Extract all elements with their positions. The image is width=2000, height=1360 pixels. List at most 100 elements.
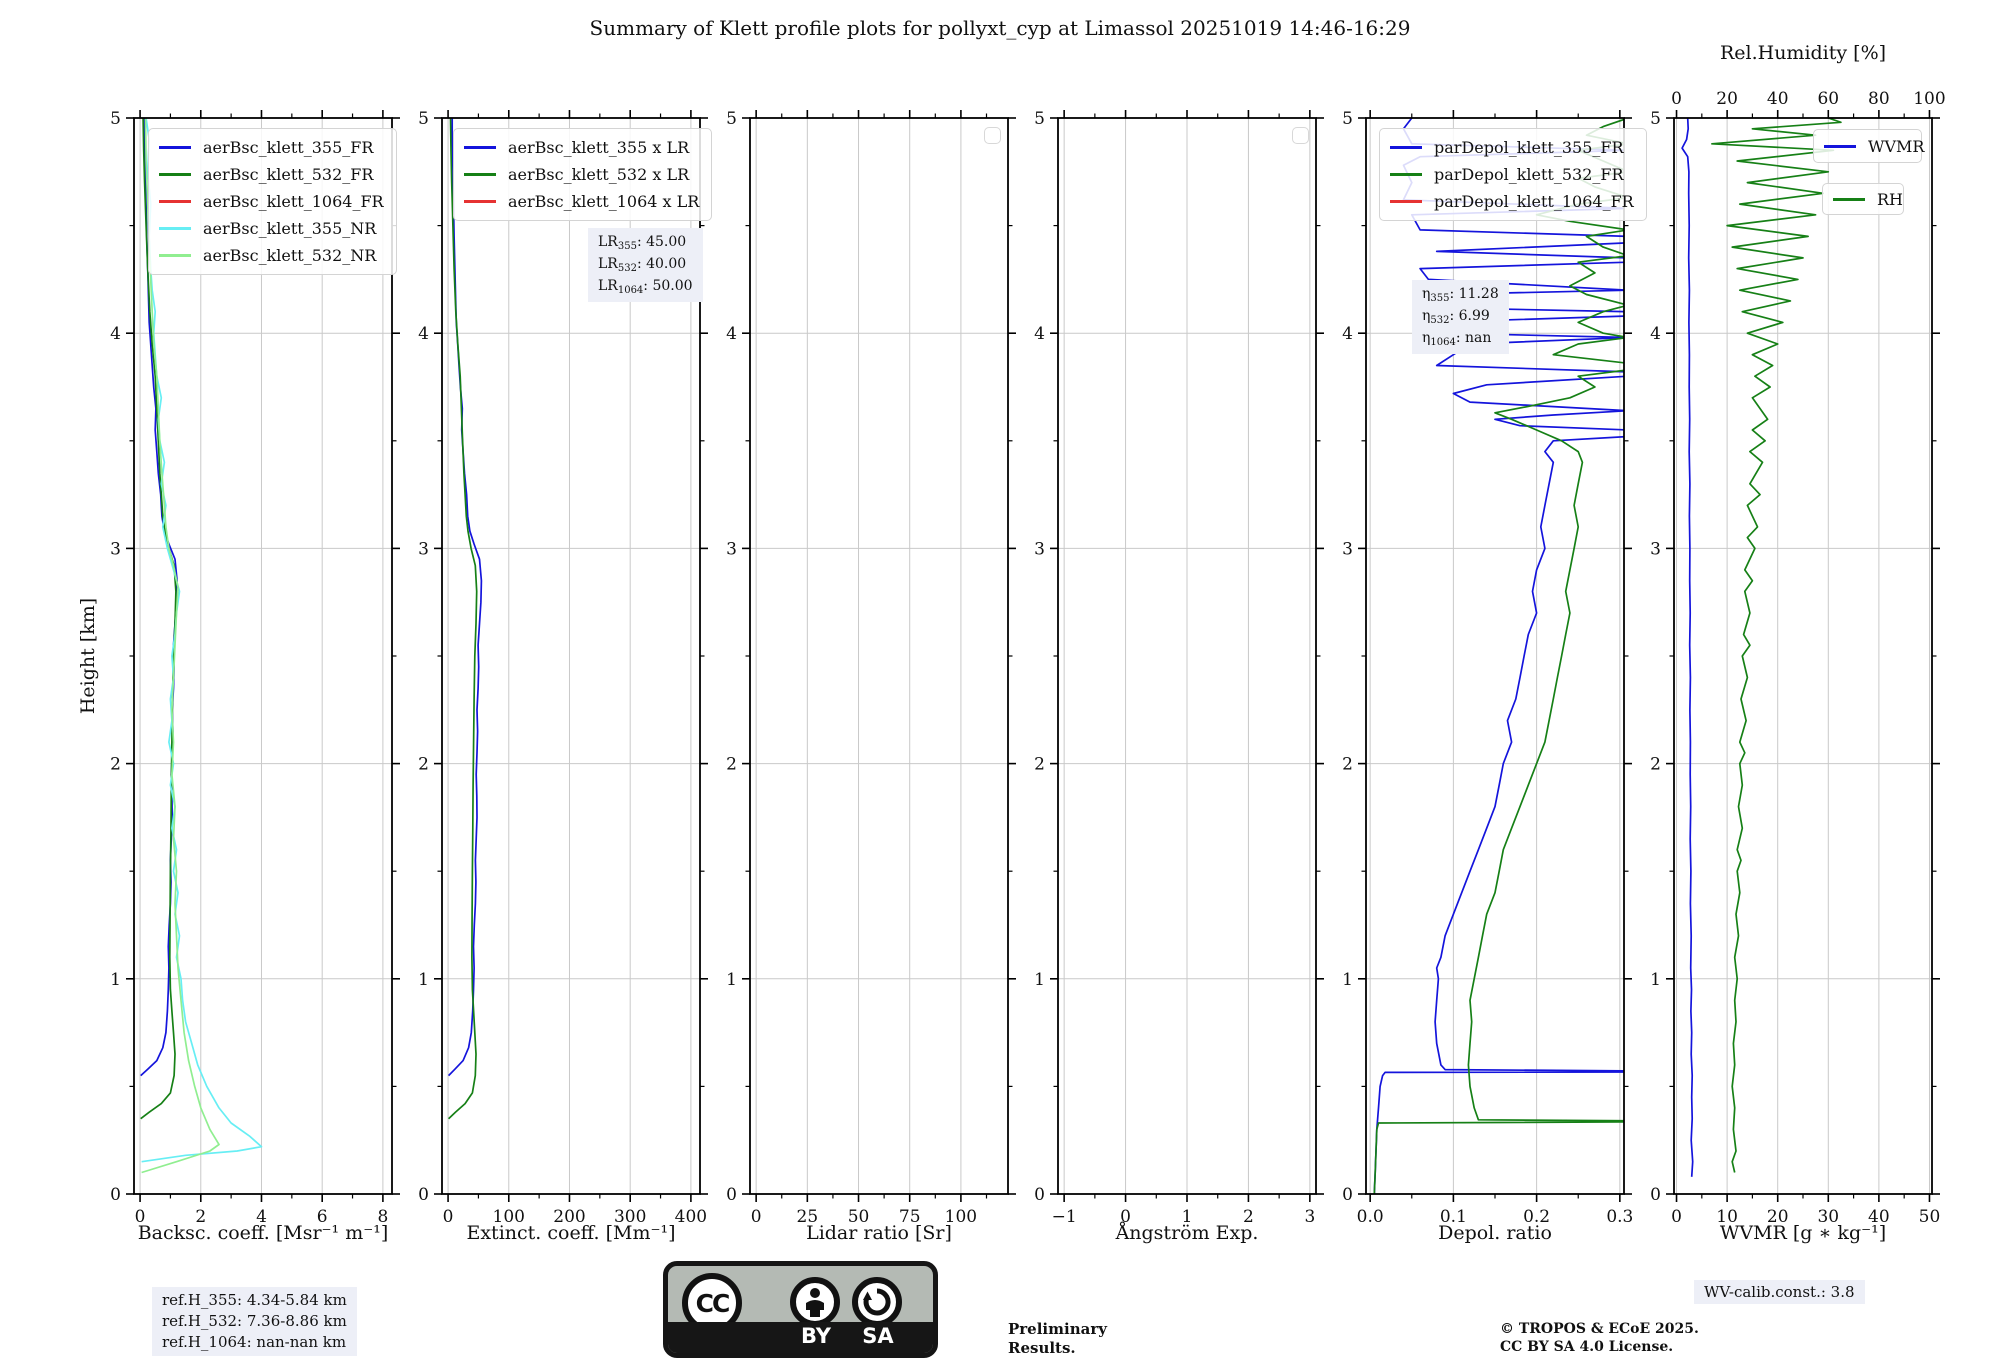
legend-label: aerBsc_klett_1064 x LR <box>508 192 700 211</box>
top-axis-label: Rel.Humidity [%] <box>1719 42 1887 64</box>
preliminary-results-note: Preliminary Results. <box>1008 1320 1107 1357</box>
lr-line: LR532: 40.00 <box>598 256 687 274</box>
y-tick-label: 4 <box>1034 324 1045 344</box>
y-tick-label: 3 <box>726 539 737 559</box>
legend-label: aerBsc_klett_355 x LR <box>508 138 690 157</box>
attribution-person-icon <box>790 1277 840 1327</box>
x-tick-label: 75 <box>899 1207 921 1227</box>
y-tick-label: 4 <box>726 324 737 344</box>
legend-angstrom-empty <box>1292 127 1309 144</box>
legend-item: aerBsc_klett_532_FR <box>159 161 384 188</box>
x-tick-label: 0 <box>1671 1207 1682 1227</box>
y-tick-label: 3 <box>418 539 429 559</box>
legend-rh: RH <box>1822 183 1904 215</box>
y-tick-label: 2 <box>1342 755 1353 775</box>
line-swatch <box>1824 144 1856 148</box>
y-tick-label: 5 <box>1650 109 1661 129</box>
legend-item: aerBsc_klett_355_NR <box>159 215 384 242</box>
x-tick-label: 20 <box>1767 1207 1789 1227</box>
top-tick-label: 20 <box>1716 89 1738 109</box>
y-tick-label: 5 <box>110 109 121 129</box>
page-title: Summary of Klett profile plots for polly… <box>589 16 1411 40</box>
x-tick-label: 0 <box>443 1207 454 1227</box>
eta-annotation: η355: 11.28 η532: 6.99 η1064: nan <box>1412 280 1509 354</box>
y-tick-label: 4 <box>110 324 121 344</box>
panel-4: 0.0 0.1 0.2 0.3 0 1 2 3 4 5 <box>1342 109 1633 1227</box>
copyright-line: CC BY SA 4.0 License. <box>1500 1339 1674 1356</box>
refh-line: ref.H_355: 4.34-5.84 km <box>162 1291 347 1309</box>
legend-item: WVMR <box>1824 135 1924 157</box>
y-tick-label: 0 <box>1034 1185 1045 1205</box>
legend-wvmr: WVMR <box>1813 129 1924 163</box>
x-tick-label: 6 <box>317 1207 328 1227</box>
refh-line: ref.H_1064: nan-nan km <box>162 1333 347 1351</box>
x-axis-label-wvmr: WVMR [g ∗ kg⁻¹] <box>1719 1222 1887 1244</box>
y-axis-label: Height [km] <box>77 597 100 715</box>
y-tick-label: 0 <box>110 1185 121 1205</box>
x-tick-label: 50 <box>848 1207 870 1227</box>
y-tick-label: 5 <box>726 109 737 129</box>
y-tick-label: 3 <box>1342 539 1353 559</box>
y-tick-label: 4 <box>418 324 429 344</box>
legend-extinct: aerBsc_klett_355 x LR aerBsc_klett_532 x… <box>453 128 713 221</box>
y-tick-label: 3 <box>1650 539 1661 559</box>
line-swatch <box>159 200 191 203</box>
share-alike-arrow-icon <box>852 1277 902 1327</box>
top-tick-label: 40 <box>1767 89 1789 109</box>
x-tick-label: 4 <box>256 1207 267 1227</box>
legend-label: aerBsc_klett_532_FR <box>203 165 374 184</box>
x-tick-label: 1 <box>1182 1207 1193 1227</box>
x-tick-label: 3 <box>1304 1207 1315 1227</box>
line-swatch <box>159 146 191 149</box>
legend-item: aerBsc_klett_532 x LR <box>464 161 699 188</box>
x-axis-label-extinct: Extinct. coeff. [Mm⁻¹] <box>466 1222 676 1244</box>
top-tick-label: 60 <box>1817 89 1839 109</box>
x-tick-label: 25 <box>797 1207 819 1227</box>
copyright-line: © TROPOS & ECoE 2025. <box>1500 1321 1699 1337</box>
panel-1: 0 100 200 300 400 0 1 2 3 4 5 <box>418 109 708 1227</box>
x-tick-label: 100 <box>493 1207 525 1227</box>
legend-item: aerBsc_klett_355 x LR <box>464 134 699 161</box>
eta-line: η355: 11.28 <box>1422 286 1499 304</box>
legend-label: RH <box>1877 189 1903 209</box>
series-aerBsc_klett_532 x LR <box>448 118 478 1120</box>
y-tick-label: 3 <box>110 539 121 559</box>
y-tick-label: 2 <box>1034 755 1045 775</box>
axes-frame <box>1673 117 1933 1195</box>
line-swatch <box>159 227 191 230</box>
line-swatch <box>159 173 191 176</box>
y-tick-label: 1 <box>1034 970 1045 990</box>
x-tick-label: 0.1 <box>1440 1207 1467 1227</box>
x-tick-label: −1 <box>1052 1207 1077 1227</box>
cc-letters: CC <box>695 1288 731 1318</box>
x-tick-label: 100 <box>945 1207 977 1227</box>
x-tick-label: 40 <box>1868 1207 1890 1227</box>
y-tick-label: 5 <box>418 109 429 129</box>
x-tick-label: 0.0 <box>1357 1207 1384 1227</box>
legend-label: parDepol_klett_1064_FR <box>1434 192 1634 211</box>
legend-item: aerBsc_klett_532_NR <box>159 242 384 269</box>
x-axis-label-backsc: Backsc. coeff. [Msr⁻¹ m⁻¹] <box>137 1222 389 1244</box>
x-axis-label-depol: Depol. ratio <box>1438 1222 1552 1244</box>
y-tick-label: 5 <box>1342 109 1353 129</box>
y-tick-label: 5 <box>1034 109 1045 129</box>
eta-line: η532: 6.99 <box>1422 308 1490 326</box>
y-tick-label: 3 <box>1034 539 1045 559</box>
x-tick-label: 0 <box>1120 1207 1131 1227</box>
x-tick-label: 0 <box>751 1207 762 1227</box>
wv-calibration-annotation: WV-calib.const.: 3.8 <box>1694 1280 1865 1304</box>
y-tick-label: 2 <box>1650 755 1661 775</box>
cc-by-label: BY <box>800 1324 832 1348</box>
y-tick-label: 2 <box>418 755 429 775</box>
panel-0: 0 2 4 6 8 0 1 2 3 4 5 <box>110 109 400 1227</box>
y-tick-label: 1 <box>418 970 429 990</box>
legend-item: parDepol_klett_1064_FR <box>1390 188 1634 215</box>
copyright-note: © TROPOS & ECoE 2025. CC BY SA 4.0 Licen… <box>1500 1320 1699 1356</box>
line-swatch <box>1390 200 1422 203</box>
x-tick-label: 0 <box>135 1207 146 1227</box>
legend-label: aerBsc_klett_532_NR <box>203 246 377 265</box>
y-tick-label: 0 <box>726 1185 737 1205</box>
eta-line: η1064: nan <box>1422 330 1492 348</box>
